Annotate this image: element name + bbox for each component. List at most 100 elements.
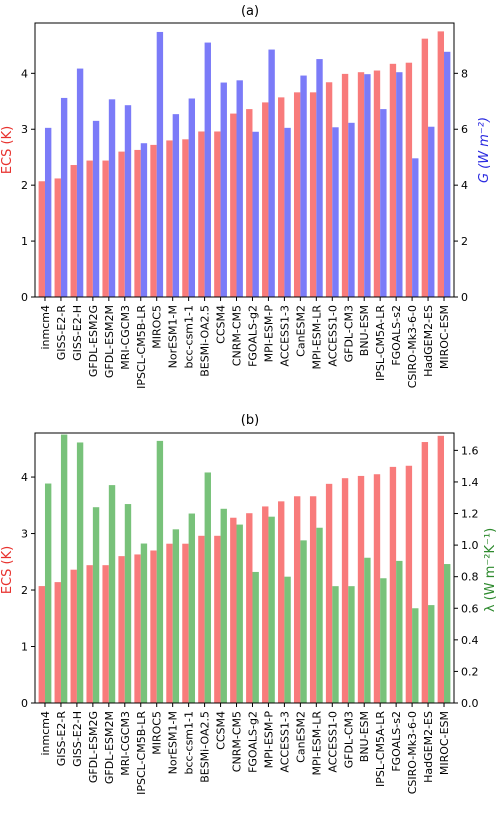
lambda-bar-CNRM-CM5 bbox=[236, 524, 243, 703]
ecs-bar-GFDL-ESM2M bbox=[102, 160, 109, 297]
x-tick-label: MIROC5 bbox=[151, 305, 164, 349]
right-tick-label: 1.2 bbox=[461, 508, 479, 521]
x-tick-label: GFDL-CM3 bbox=[342, 711, 355, 768]
ecs-bar-ACCESS1-0 bbox=[325, 82, 333, 298]
lambda-bar-GFDL-CM3 bbox=[348, 586, 355, 703]
g-bar-IPSCL-CM5B-LR bbox=[140, 143, 148, 297]
x-tick-label: BNU-ESM bbox=[358, 711, 371, 762]
ecs-bar-HadGEM2-ES bbox=[421, 442, 429, 703]
ecs-bar-GFDL-ESM2G bbox=[86, 565, 93, 703]
ecs-bar-FGOALS-g2 bbox=[246, 513, 253, 703]
ecs-bar-inmcm4 bbox=[38, 181, 45, 297]
x-tick-label: ACCESS1-0 bbox=[326, 305, 339, 367]
x-tick-label: NorESM1-M bbox=[167, 711, 180, 774]
ecs-bar-NorESM1-M bbox=[166, 140, 173, 297]
ecs-bar-ACCESS1-3 bbox=[278, 97, 285, 298]
g-bar-CNRM-CM5 bbox=[236, 80, 243, 297]
x-tick-label: CNRM-CM5 bbox=[231, 711, 244, 772]
x-tick-label: BESMi-OA2.5 bbox=[199, 711, 212, 783]
left-tick-label: 0 bbox=[21, 697, 28, 710]
ecs-bar-GFDL-ESM2G bbox=[86, 160, 93, 297]
ecs-bar-IPSCL-CM5B-LR bbox=[134, 149, 141, 297]
right-tick-label: 4 bbox=[461, 179, 468, 192]
g-bar-BESMi-OA2.5 bbox=[204, 42, 211, 297]
x-tick-label: IPSCL-CM5B-LR bbox=[135, 305, 148, 389]
ecs-bar-MIROC5 bbox=[150, 550, 157, 703]
x-tick-label: CanESM2 bbox=[294, 305, 307, 357]
lambda-bar-BNU-ESM bbox=[364, 557, 371, 703]
lambda-bar-bcc-csm1-1 bbox=[188, 513, 196, 703]
ecs-bar-bcc-csm1-1 bbox=[182, 543, 189, 703]
lambda-bar-ACCESS1-0 bbox=[332, 586, 339, 703]
x-tick-label: MIROC5 bbox=[151, 711, 164, 755]
plot-frame bbox=[34, 22, 455, 298]
x-tick-label: MRI-CGCM3 bbox=[119, 711, 132, 776]
ecs-bar-MIROC-ESM bbox=[437, 435, 445, 703]
g-bar-CCSM4 bbox=[220, 82, 227, 297]
ecs-bar-MIROC-ESM bbox=[437, 31, 445, 297]
ecs-bar-HadGEM2-ES bbox=[421, 38, 429, 297]
g-bar-GFDL-ESM2G bbox=[92, 120, 100, 297]
g-bar-inmcm4 bbox=[44, 127, 52, 297]
g-bar-IPSL-CM5A-LR bbox=[380, 109, 387, 297]
lambda-bar-MPI-ESM-P bbox=[268, 516, 275, 703]
g-bar-MIROC-ESM bbox=[444, 51, 451, 297]
left-tick-label: 0 bbox=[21, 291, 28, 304]
plot-frame bbox=[34, 432, 455, 704]
x-tick-label: ACCESS1-0 bbox=[326, 711, 339, 773]
ecs-bar-CCSM4 bbox=[214, 535, 221, 703]
ecs-bar-IPSL-CM5A-LR bbox=[373, 474, 381, 703]
ecs-bar-MIROC5 bbox=[150, 144, 157, 297]
lambda-bar-inmcm4 bbox=[44, 483, 52, 703]
x-tick-label: NorESM1-M bbox=[167, 305, 180, 368]
ecs-bar-GFDL-CM3 bbox=[341, 478, 349, 703]
g-bar-FGOALS-s2 bbox=[396, 72, 403, 298]
g-bar-bcc-csm1-1 bbox=[188, 98, 196, 298]
g-bar-MPI-ESM-LR bbox=[316, 59, 323, 297]
left-tick-label: 2 bbox=[21, 584, 28, 597]
lambda-bar-GFDL-ESM2G bbox=[92, 507, 100, 703]
right-tick-label: 6 bbox=[461, 123, 468, 136]
x-tick-label: MIROC-ESM bbox=[438, 305, 451, 369]
x-tick-label: IPSCL-CM5B-LR bbox=[135, 711, 148, 795]
x-tick-label: CSIRO-Mk3-6-0 bbox=[406, 305, 419, 388]
ecs-bar-ACCESS1-0 bbox=[325, 483, 333, 703]
g-bar-BNU-ESM bbox=[364, 74, 371, 297]
lambda-bar-MPI-ESM-LR bbox=[316, 527, 323, 703]
lambda-bar-IPSCL-CM5B-LR bbox=[140, 543, 148, 703]
ecs-bar-GFDL-ESM2M bbox=[102, 565, 109, 703]
right-tick-label: 0 bbox=[461, 291, 468, 304]
left-tick-label: 4 bbox=[21, 471, 28, 484]
x-tick-label: bcc-csm1-1 bbox=[183, 711, 196, 775]
x-tick-label: BESMi-OA2.5 bbox=[199, 305, 212, 377]
x-tick-label: CCSM4 bbox=[215, 305, 228, 344]
lambda-bar-GFDL-ESM2M bbox=[108, 485, 116, 703]
x-tick-label: GFDL-ESM2M bbox=[103, 305, 116, 378]
left-tick-label: 3 bbox=[21, 528, 28, 541]
ecs-bar-bcc-csm1-1 bbox=[182, 139, 189, 297]
g-bar-GISS-E2-H bbox=[76, 68, 84, 297]
x-tick-label: MPI-ESM-P bbox=[262, 305, 275, 363]
x-tick-label: FGOALS-g2 bbox=[246, 711, 259, 773]
ecs-bar-GISS-E2-H bbox=[70, 569, 77, 703]
lambda-bar-MIROC-ESM bbox=[444, 564, 451, 703]
g-bar-CanESM2 bbox=[300, 75, 307, 297]
x-tick-label: CSIRO-Mk3-6-0 bbox=[406, 711, 419, 794]
x-tick-label: MPI-ESM-P bbox=[262, 711, 275, 769]
x-tick-label: HadGEM2-ES bbox=[422, 711, 435, 783]
x-tick-label: CanESM2 bbox=[294, 711, 307, 763]
g-bar-MRI-CGCM3 bbox=[124, 105, 132, 297]
lambda-bar-MRI-CGCM3 bbox=[124, 504, 132, 703]
ecs-bar-CNRM-CM5 bbox=[230, 517, 237, 703]
right-tick-label: 1.4 bbox=[461, 476, 479, 489]
ecs-bar-IPSL-CM5A-LR bbox=[373, 70, 381, 297]
ecs-bar-CCSM4 bbox=[214, 131, 221, 297]
right-tick-label: 0.2 bbox=[461, 665, 479, 678]
panel-b: (b) 0 1 2 3 4 0.0 0.2 0.4 0.6 0.8 1.0 1.2 1.4 1.6 inmc… bbox=[0, 413, 498, 795]
x-tick-label: BNU-ESM bbox=[358, 305, 371, 356]
lambda-bar-CCSM4 bbox=[220, 508, 227, 703]
